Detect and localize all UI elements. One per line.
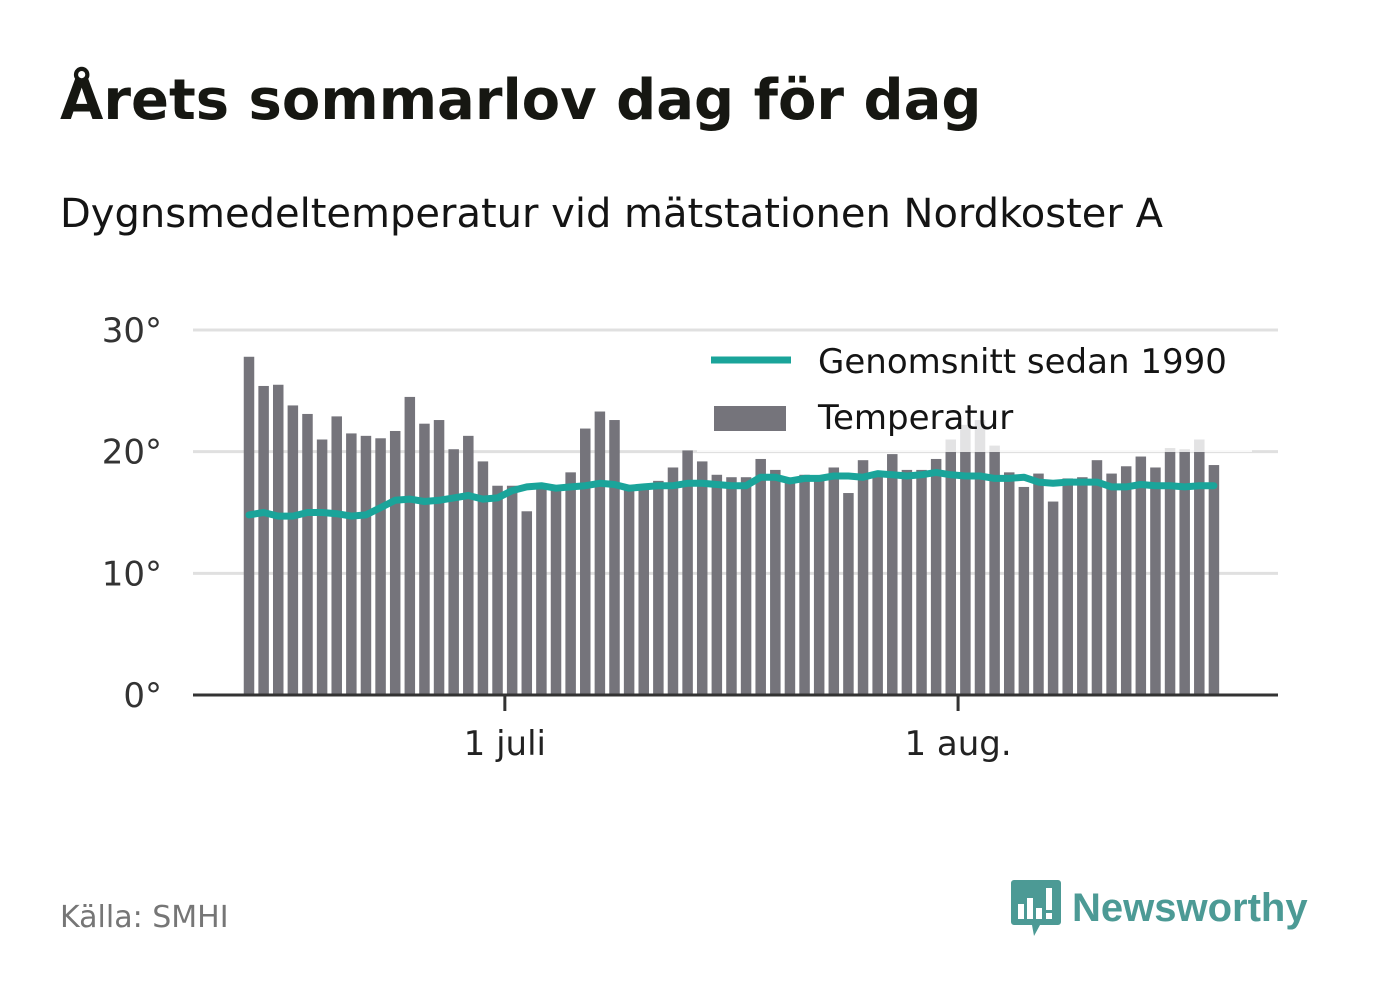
temperature-bar xyxy=(463,435,474,695)
temperature-bar xyxy=(609,420,620,695)
temperature-bar xyxy=(813,478,825,695)
legend-bar-swatch xyxy=(714,406,786,431)
bar-chart-speech-bubble-icon xyxy=(1011,880,1061,936)
temperature-bar xyxy=(916,469,927,695)
temperature-bar xyxy=(243,356,255,695)
temperature-bar xyxy=(696,461,708,695)
bar-series xyxy=(243,356,1220,695)
legend-label-average: Genomsnitt sedan 1990 xyxy=(818,342,1227,382)
temperature-bar xyxy=(945,439,957,695)
temperature-bar xyxy=(740,477,752,695)
brand-logo[interactable]: Newsworthy xyxy=(1010,878,1308,938)
temperature-bar xyxy=(258,385,269,695)
temperature-bar xyxy=(287,405,299,695)
page-title: Årets sommarlov dag för dag xyxy=(60,68,982,133)
temperature-bar xyxy=(755,458,766,695)
temperature-bar xyxy=(536,486,547,695)
temperature-bar xyxy=(623,489,635,695)
temperature-bar xyxy=(448,449,459,695)
temperature-bar xyxy=(1033,473,1044,695)
temperature-bar xyxy=(770,469,781,695)
source-label: Källa: SMHI xyxy=(60,900,229,935)
temperature-bar xyxy=(346,433,357,695)
temperature-bar xyxy=(506,485,518,695)
x-tick-label: 1 aug. xyxy=(904,724,1011,764)
temperature-bar xyxy=(784,479,796,695)
legend-background xyxy=(697,332,1252,452)
line-series xyxy=(245,468,1218,520)
x-tick-label: 1 juli xyxy=(464,724,546,764)
temperature-bar xyxy=(1120,466,1132,695)
legend: Genomsnitt sedan 1990 Temperatur xyxy=(697,332,1252,452)
temperature-bar xyxy=(389,430,401,695)
temperature-bar xyxy=(1164,448,1176,695)
y-tick-label: 20° xyxy=(102,433,162,473)
temperature-bar xyxy=(594,411,606,695)
temperature-bar xyxy=(565,472,576,695)
temperature-bar xyxy=(433,420,445,695)
temperature-bar xyxy=(653,480,664,695)
temperature-bar xyxy=(682,450,693,695)
temperature-bar xyxy=(302,413,313,695)
temperature-bar xyxy=(989,445,1000,695)
temperature-bar xyxy=(1003,472,1015,695)
temperature-bar xyxy=(638,484,649,695)
temperature-bar xyxy=(828,467,840,695)
temperature-bar xyxy=(1179,449,1190,695)
temperature-bar xyxy=(580,428,591,695)
y-tick-label: 10° xyxy=(102,554,162,594)
temperature-bar xyxy=(1106,473,1117,695)
temperature-bar xyxy=(1208,465,1220,695)
temperature-bar xyxy=(1194,439,1205,695)
temperature-bar xyxy=(872,476,883,695)
temperature-bar xyxy=(887,454,898,695)
temperature-bar xyxy=(331,416,342,695)
y-tick-label: 30° xyxy=(102,311,162,351)
temperature-bar xyxy=(799,474,810,695)
page-subtitle: Dygnsmedeltemperatur vid mätstationen No… xyxy=(60,191,1163,237)
temperature-bar xyxy=(477,461,489,695)
temperature-bar xyxy=(550,485,562,695)
temperature-bar xyxy=(1047,501,1059,695)
temperature-bar xyxy=(960,424,971,695)
temperature-bar xyxy=(901,469,913,695)
temperature-bar xyxy=(1135,456,1147,695)
temperature-bar xyxy=(1018,486,1030,695)
x-axis: 1 juli 1 aug. xyxy=(193,693,1278,764)
brand-name: Newsworthy xyxy=(1072,885,1308,930)
legend-label-temperature: Temperatur xyxy=(817,398,1013,438)
temperature-bar xyxy=(316,439,328,695)
temperature-bar xyxy=(1150,467,1161,695)
temperature-bar xyxy=(419,423,430,695)
temperature-bar xyxy=(1062,478,1073,695)
temperature-bar xyxy=(1091,460,1103,695)
temperature-bar xyxy=(1077,477,1088,695)
temperature-bar xyxy=(521,511,533,695)
temperature-bar xyxy=(360,435,372,695)
temperature-bar xyxy=(857,460,869,695)
temperature-bar xyxy=(726,477,737,695)
temperature-bar xyxy=(974,420,986,695)
temperature-bar xyxy=(404,396,416,695)
average-line xyxy=(245,468,1218,520)
temperature-bar xyxy=(492,485,503,695)
temperature-bar xyxy=(667,467,679,695)
temperature-bar xyxy=(843,493,854,695)
y-tick-label: 0° xyxy=(123,676,162,716)
temperature-bar xyxy=(375,438,386,695)
temperature-bar xyxy=(930,458,942,695)
temperature-bar xyxy=(711,474,723,695)
temperature-bar xyxy=(272,384,284,695)
